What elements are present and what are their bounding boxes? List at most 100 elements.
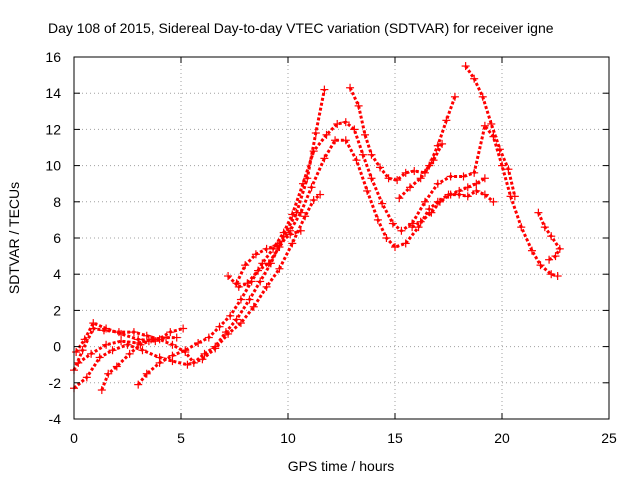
data-point xyxy=(425,161,434,170)
x-tick-label: 0 xyxy=(70,430,78,446)
y-tick-label: 2 xyxy=(53,302,61,318)
data-point xyxy=(279,228,288,237)
data-point xyxy=(241,261,250,270)
data-point xyxy=(498,161,506,170)
data-point xyxy=(296,226,305,235)
data-point xyxy=(249,302,258,311)
x-tick-label: 20 xyxy=(494,430,510,446)
data-point xyxy=(72,348,81,357)
data-point xyxy=(388,219,397,228)
data-point xyxy=(391,243,399,252)
data-point xyxy=(536,261,545,270)
data-point xyxy=(341,136,350,145)
data-point xyxy=(104,369,113,378)
data-point xyxy=(136,340,145,349)
data-point xyxy=(307,183,316,192)
data-point xyxy=(358,150,367,159)
data-point xyxy=(112,362,121,371)
data-point xyxy=(236,295,245,304)
data-point xyxy=(480,174,489,183)
data-point xyxy=(168,351,177,360)
data-point xyxy=(262,244,271,253)
data-point xyxy=(382,234,391,242)
x-tick-label: 5 xyxy=(177,430,185,446)
data-point xyxy=(97,386,106,395)
data-point xyxy=(435,197,444,206)
data-point xyxy=(189,358,198,367)
grid-layer xyxy=(74,57,609,419)
data-point xyxy=(301,212,310,221)
data-point xyxy=(433,179,442,188)
data-point xyxy=(78,346,87,355)
data-point xyxy=(410,167,419,176)
data-point xyxy=(384,174,393,183)
data-point xyxy=(303,174,312,183)
data-point xyxy=(433,141,442,150)
data-point xyxy=(236,319,245,328)
data-point xyxy=(378,199,387,208)
data-point xyxy=(354,101,363,110)
data-point xyxy=(264,259,273,268)
data-point xyxy=(200,349,209,358)
data-point xyxy=(309,195,318,204)
data-point xyxy=(232,279,241,288)
series-track-1 xyxy=(73,193,322,390)
data-point xyxy=(125,349,134,358)
data-point xyxy=(162,333,171,342)
data-point xyxy=(256,277,265,286)
data-point xyxy=(438,139,447,148)
data-point xyxy=(489,197,498,206)
y-tick-label: 6 xyxy=(53,230,61,246)
data-point xyxy=(142,331,151,340)
data-point xyxy=(296,208,305,217)
tick-layer: 0 5 10 15 20 25 -4 -2 0 2 4 6 8 10 12 14 16 xyxy=(45,49,617,446)
data-point xyxy=(416,217,425,226)
data-point xyxy=(224,272,233,281)
data-point xyxy=(245,295,254,304)
y-tick-label: 0 xyxy=(53,339,61,355)
data-point xyxy=(472,186,481,195)
data-point xyxy=(309,147,318,156)
data-point xyxy=(331,136,340,145)
data-point xyxy=(442,116,451,125)
data-point xyxy=(89,319,98,328)
data-point xyxy=(181,346,190,355)
data-point xyxy=(333,119,342,128)
data-point xyxy=(254,266,263,275)
x-tick-label: 10 xyxy=(280,430,296,446)
data-point xyxy=(117,329,126,338)
data-point xyxy=(408,223,417,232)
y-tick-label: -4 xyxy=(49,411,62,427)
data-point xyxy=(87,349,96,358)
y-tick-label: 4 xyxy=(53,266,61,282)
data-point xyxy=(363,186,372,195)
y-tick-label: 12 xyxy=(45,121,61,137)
data-point xyxy=(427,208,436,217)
data-point xyxy=(487,119,496,128)
chart-title: Day 108 of 2015, Sidereal Day-to-day VTE… xyxy=(48,20,554,36)
y-tick-label: 8 xyxy=(53,194,61,210)
data-point xyxy=(555,244,564,253)
data-point xyxy=(183,360,192,369)
data-point xyxy=(243,279,252,288)
data-point xyxy=(117,337,126,346)
data-point xyxy=(540,223,549,232)
data-point xyxy=(80,335,89,344)
data-point xyxy=(416,174,425,183)
data-point xyxy=(262,282,271,291)
data-point xyxy=(450,92,459,101)
data-point xyxy=(144,337,153,346)
x-axis-label: GPS time / hours xyxy=(288,458,395,474)
data-point xyxy=(352,156,361,165)
y-tick-label: 16 xyxy=(45,49,61,65)
data-point xyxy=(446,172,455,181)
data-point xyxy=(534,208,543,217)
data-point xyxy=(472,179,481,188)
data-point xyxy=(480,121,489,130)
data-point xyxy=(232,315,241,324)
series-track-7 xyxy=(227,138,495,289)
series-track-6 xyxy=(137,120,559,386)
data-point xyxy=(155,358,164,367)
data-point xyxy=(504,165,513,174)
